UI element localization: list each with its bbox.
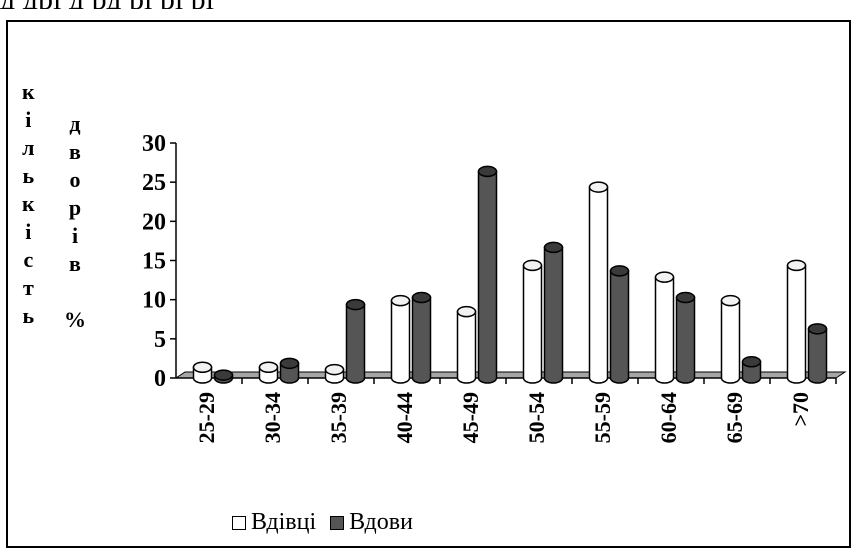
axis-letter: к	[22, 79, 35, 104]
axis-letter: і	[25, 219, 32, 244]
bar-widows	[741, 356, 762, 384]
bar-widows	[213, 369, 234, 384]
bar-widowers	[522, 259, 543, 384]
legend-item-widows: Вдови	[330, 509, 413, 536]
bar-widowers	[258, 361, 279, 384]
bar-widows	[345, 298, 366, 384]
y-tick-label: 5	[154, 327, 166, 353]
y-tick-label: 30	[142, 131, 166, 157]
axis-letter: в	[69, 139, 81, 164]
legend-swatch-white	[232, 515, 246, 530]
bar-widowers	[588, 181, 609, 384]
bar-widowers	[786, 259, 807, 384]
bar-widows	[279, 357, 300, 384]
y-tick-label: 10	[142, 288, 166, 314]
axis-letter: р	[68, 195, 82, 220]
legend-item-widowers: Вдівці	[232, 509, 316, 536]
bar-widowers	[720, 294, 741, 384]
legend-swatch-dark	[330, 515, 345, 530]
x-tick-label: >70	[788, 392, 813, 427]
axis-letter: %	[64, 307, 86, 332]
y-tick-label: 0	[154, 366, 166, 392]
bar-widows	[675, 291, 696, 384]
axis-letter: д	[69, 111, 81, 136]
bar-widows	[411, 291, 432, 384]
y-tick-label: 15	[142, 249, 166, 275]
y-tick-label: 25	[142, 170, 166, 196]
axis-letter: т	[22, 275, 34, 300]
axis-letter: ь	[22, 303, 35, 328]
x-tick-label: 25-29	[194, 392, 219, 443]
axis-letter: в	[69, 251, 81, 276]
bar-widows	[609, 265, 630, 384]
bar-widows	[477, 165, 498, 384]
bar-widowers	[390, 294, 411, 384]
bar-widowers	[654, 271, 675, 384]
legend: Вдівці Вдови	[232, 509, 427, 536]
axis-letter: о	[69, 167, 81, 192]
chart-frame	[6, 20, 851, 548]
axis-letter: і	[71, 223, 79, 248]
bar-widows	[807, 323, 828, 384]
x-tick-label: 35-39	[326, 392, 351, 443]
bar-widowers	[192, 361, 213, 384]
x-tick-label: 55-59	[590, 392, 615, 443]
x-tick-label: 50-54	[524, 392, 549, 443]
x-tick-label: 40-44	[392, 392, 417, 443]
x-tick-label: 45-49	[458, 392, 483, 443]
x-tick-label: 65-69	[722, 392, 747, 443]
bar-widowers	[324, 363, 345, 384]
x-tick-label: 30-34	[260, 392, 285, 443]
axis-letter: ь	[22, 163, 35, 188]
legend-label-widowers: Вдівці	[251, 509, 317, 535]
legend-label-widows: Вдови	[349, 509, 413, 535]
x-tick-label: 60-64	[656, 392, 681, 443]
bar-widows	[543, 241, 564, 384]
cropped-top-text: д дрі д рд рі рі рі	[0, 0, 856, 9]
axis-letter: л	[22, 135, 35, 160]
axis-letter: с	[23, 247, 34, 272]
y-tick-label: 20	[142, 209, 166, 235]
bar-widowers	[456, 305, 477, 384]
axis-letter: к	[22, 191, 35, 216]
y-axis-label-households: д в о р і в%	[64, 110, 86, 334]
axis-letter: і	[25, 107, 32, 132]
